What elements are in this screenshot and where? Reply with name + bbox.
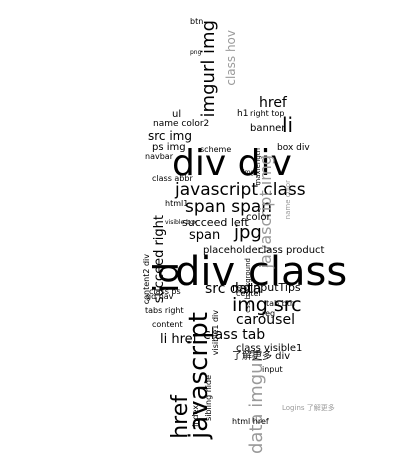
cloud-word: span <box>189 228 221 243</box>
cloud-word: visible box <box>165 219 197 226</box>
cloud-word: class abbr <box>152 174 193 183</box>
cloud-word: placeholder <box>203 245 262 256</box>
cloud-word: class hov <box>224 30 238 86</box>
cloud-word: box div <box>277 143 310 153</box>
cloud-word: carousel <box>236 312 295 328</box>
cloud-word: center <box>236 289 262 298</box>
cloud-word: class visible1 <box>236 343 303 354</box>
cloud-word: tab btn <box>266 299 295 308</box>
cloud-word: right top <box>250 109 285 118</box>
cloud-word: index <box>191 405 200 427</box>
cloud-word: div class <box>175 249 348 295</box>
cloud-word: visible1 div <box>211 310 220 356</box>
cloud-word: class ps <box>149 287 181 296</box>
cloud-word: tabs right <box>145 306 184 315</box>
cloud-word: img <box>243 169 255 176</box>
cloud-word: reg <box>262 309 276 318</box>
cloud-word: h1 <box>237 109 249 119</box>
cloud-word: css background <box>244 258 252 313</box>
cloud-word: color <box>246 212 271 223</box>
cloud-word: Logins 了解更多 <box>282 404 335 412</box>
cloud-word: li <box>282 113 294 137</box>
cloud-word: ps img <box>152 142 186 153</box>
cloud-word: img src <box>232 294 302 316</box>
cloud-word: href <box>168 395 193 439</box>
cloud-word: jpg <box>234 222 262 243</box>
cloud-word: sibling hide <box>204 375 213 421</box>
cloud-word: ul <box>172 109 182 120</box>
cloud-word: src data <box>205 281 262 297</box>
cloud-word: input <box>262 365 283 374</box>
cloud-word: href <box>259 95 287 111</box>
cloud-word: div div <box>172 143 292 184</box>
cloud-word: src img <box>148 129 192 143</box>
cloud-word: gd nav <box>146 292 174 301</box>
cloud-word: class product <box>258 245 325 256</box>
cloud-word: scheme <box>200 145 232 154</box>
cloud-word: btn <box>190 17 204 26</box>
cloud-word: succeed left <box>182 216 249 229</box>
cloud-word: html href <box>232 417 269 426</box>
cloud-word: regInputTips <box>232 281 301 294</box>
cloud-word: png <box>190 49 202 56</box>
cloud-word: name color <box>284 180 292 220</box>
cloud-word: class tab <box>203 327 266 343</box>
cloud-word: banner <box>250 123 286 134</box>
cloud-word: html1 <box>165 199 189 208</box>
cloud-word: 了解更多 div <box>232 351 291 362</box>
cloud-word: javascript class <box>175 180 306 200</box>
cloud-word: imgurl img <box>198 20 219 118</box>
cloud-word: span span <box>185 197 273 217</box>
cloud-word: content <box>152 320 183 329</box>
cloud-word: maxlength <box>254 148 262 186</box>
cloud-word: navbar <box>145 152 173 161</box>
cloud-word: name color2 <box>153 119 210 129</box>
cloud-word: li href <box>160 332 198 347</box>
